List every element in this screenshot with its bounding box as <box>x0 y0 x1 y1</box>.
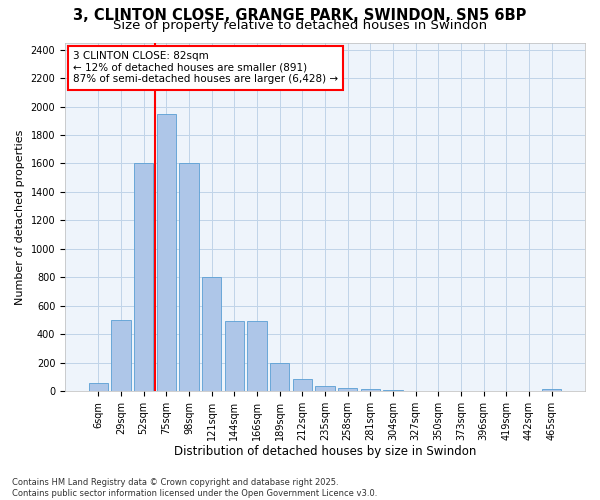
Bar <box>361 388 380 391</box>
Text: 3, CLINTON CLOSE, GRANGE PARK, SWINDON, SN5 6BP: 3, CLINTON CLOSE, GRANGE PARK, SWINDON, … <box>73 8 527 22</box>
X-axis label: Distribution of detached houses by size in Swindon: Distribution of detached houses by size … <box>174 444 476 458</box>
Bar <box>316 386 335 391</box>
Text: Size of property relative to detached houses in Swindon: Size of property relative to detached ho… <box>113 19 487 32</box>
Text: Contains HM Land Registry data © Crown copyright and database right 2025.
Contai: Contains HM Land Registry data © Crown c… <box>12 478 377 498</box>
Bar <box>89 384 108 391</box>
Y-axis label: Number of detached properties: Number of detached properties <box>15 129 25 304</box>
Bar <box>224 322 244 391</box>
Bar <box>293 379 312 391</box>
Bar <box>406 390 425 391</box>
Bar <box>542 389 562 391</box>
Bar <box>179 164 199 391</box>
Bar <box>157 114 176 391</box>
Bar <box>134 164 153 391</box>
Bar <box>338 388 358 391</box>
Text: 3 CLINTON CLOSE: 82sqm
← 12% of detached houses are smaller (891)
87% of semi-de: 3 CLINTON CLOSE: 82sqm ← 12% of detached… <box>73 51 338 84</box>
Bar <box>112 320 131 391</box>
Bar <box>202 278 221 391</box>
Bar <box>383 390 403 391</box>
Bar <box>429 390 448 391</box>
Bar <box>247 322 266 391</box>
Bar <box>270 363 289 391</box>
